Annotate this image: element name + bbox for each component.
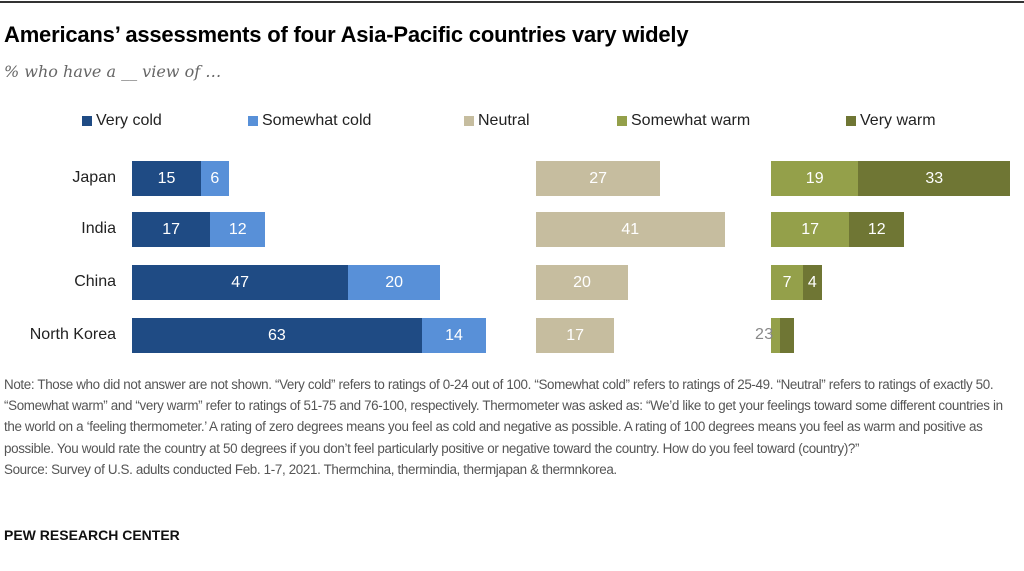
data-label: 2 — [755, 326, 764, 343]
bar-somewhat-warm: 19 — [771, 161, 859, 196]
bar-neutral: 17 — [536, 318, 615, 353]
data-label: 6 — [210, 169, 220, 187]
bar-neutral: 20 — [536, 265, 628, 300]
bar-somewhat-warm: 17 — [771, 212, 850, 247]
bar-very-cold: 17 — [132, 212, 211, 247]
legend-item-very-cold: Very cold — [82, 112, 162, 130]
category-label: China — [74, 273, 116, 290]
legend-swatch — [846, 116, 856, 126]
data-label: 20 — [573, 273, 591, 291]
bar-neutral: 27 — [536, 161, 661, 196]
top-rule — [0, 1, 1024, 3]
bar-very-cold: 15 — [132, 161, 201, 196]
data-label: 41 — [621, 220, 640, 238]
bar-somewhat-cold: 6 — [201, 161, 229, 196]
legend-label: Somewhat cold — [262, 112, 372, 129]
data-label: 17 — [566, 326, 584, 344]
data-label: 3 — [764, 326, 774, 343]
data-label: 47 — [231, 273, 249, 291]
legend-swatch — [617, 116, 627, 126]
data-label: 63 — [268, 326, 286, 344]
legend-label: Very cold — [96, 112, 162, 129]
bar-very-warm: 33 — [858, 161, 1011, 196]
data-label: 20 — [385, 273, 404, 291]
legend-label: Somewhat warm — [631, 112, 751, 129]
bar-somewhat-cold: 14 — [421, 318, 487, 353]
note: Note: Those who did not answer are not s… — [4, 374, 1019, 480]
bar-very-warm: 12 — [849, 212, 905, 247]
bar-somewhat-warm: 7 — [771, 265, 804, 300]
legend-item-neutral: Neutral — [464, 112, 530, 130]
category-label: India — [81, 220, 116, 237]
bar-very-cold: 47 — [132, 265, 349, 300]
legend-swatch — [464, 116, 474, 126]
data-label: 7 — [782, 273, 792, 291]
bar-very-warm — [780, 318, 794, 353]
chart-title: Americans’ assessments of four Asia-Paci… — [4, 22, 689, 47]
bar-somewhat-cold: 20 — [348, 265, 441, 300]
bar-somewhat-cold: 12 — [210, 212, 266, 247]
data-label: 12 — [228, 220, 247, 238]
category-label: Japan — [72, 169, 116, 186]
bar-very-warm: 4 — [803, 265, 822, 300]
note-text: Note: Those who did not answer are not s… — [4, 377, 1003, 456]
legend-swatch — [248, 116, 258, 126]
category-label: North Korea — [29, 326, 116, 343]
bar-very-cold: 63 — [132, 318, 422, 353]
data-label: 19 — [805, 169, 824, 187]
data-label: 33 — [925, 169, 944, 187]
legend-item-somewhat-warm: Somewhat warm — [617, 112, 750, 130]
source-text: Source: Survey of U.S. adults conducted … — [4, 461, 617, 477]
chart-subtitle: % who have a __ view of … — [4, 62, 222, 81]
data-label: 17 — [801, 220, 819, 238]
legend-swatch — [82, 116, 92, 126]
data-label: 15 — [157, 169, 176, 187]
brand-logo: PEW RESEARCH CENTER — [4, 527, 180, 543]
data-label: 14 — [445, 326, 463, 344]
legend-label: Neutral — [478, 112, 530, 129]
data-label: 27 — [589, 169, 607, 187]
data-label: 17 — [162, 220, 180, 238]
data-label: 4 — [807, 273, 817, 291]
bar-somewhat-warm — [771, 318, 781, 353]
data-label: 12 — [867, 220, 886, 238]
legend-item-somewhat-cold: Somewhat cold — [248, 112, 371, 130]
legend-item-very-warm: Very warm — [846, 112, 936, 130]
bar-neutral: 41 — [536, 212, 725, 247]
legend-label: Very warm — [860, 112, 936, 129]
